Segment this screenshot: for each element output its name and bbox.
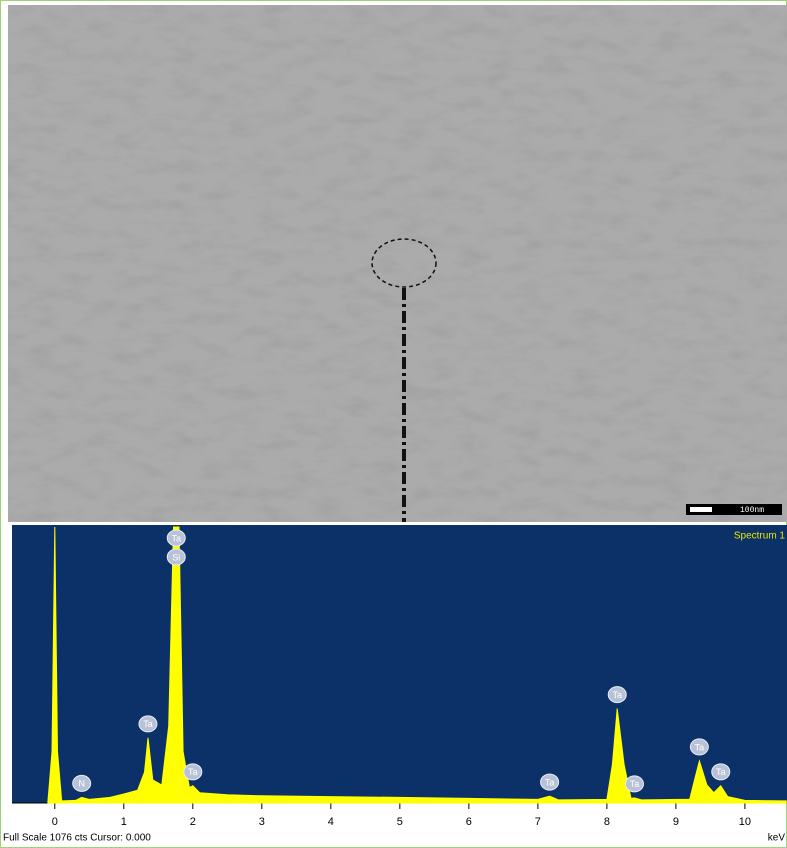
peak-label: Si <box>167 549 185 565</box>
x-tick-label: 10 <box>739 816 751 828</box>
peak-label-text: Ta <box>188 767 198 777</box>
x-tick-label: 0 <box>52 816 58 828</box>
peak-label: Ta <box>139 716 157 732</box>
sem-image: 100nm <box>8 5 787 522</box>
peak-label-text: Ta <box>695 742 705 752</box>
footer: Full Scale 1076 cts Cursor: 0.000 <box>3 833 151 844</box>
x-tick-label: 1 <box>121 816 127 828</box>
peak-label-text: Ta <box>630 779 640 789</box>
scale-bar-label: 100nm <box>740 506 764 515</box>
peak-label: Ta <box>184 764 202 780</box>
figure: 100nm Spectrum 1 keV Full Scale 1076 cts… <box>0 0 787 848</box>
peak-label: Ta <box>712 764 730 780</box>
peak-label-text: Ta <box>171 533 181 543</box>
x-tick-label: 9 <box>673 816 679 828</box>
peak-label: Ta <box>608 687 626 703</box>
x-tick-label: 7 <box>535 816 541 828</box>
sem-texture <box>8 5 787 522</box>
peak-label: Ta <box>690 739 708 755</box>
peak-label-text: Ta <box>143 719 153 729</box>
peak-label-text: N <box>78 779 85 789</box>
x-axis-label: keV <box>768 833 786 844</box>
plot-area <box>12 525 787 803</box>
peak-label: N <box>73 775 91 791</box>
spectrum-title: Spectrum 1 <box>734 531 786 542</box>
x-tick-label: 5 <box>397 816 403 828</box>
peak-label-text: Ta <box>545 777 555 787</box>
page: {"sem_image": {"scale_bar": "100nm"}, "c… <box>0 0 787 848</box>
x-tick-label: 3 <box>259 816 265 828</box>
peak-label-text: Ta <box>612 690 622 700</box>
peak-label-text: Ta <box>716 767 726 777</box>
peak-label: Ta <box>167 530 185 546</box>
x-tick-label: 2 <box>190 816 196 828</box>
peak-label-text: Si <box>172 552 180 562</box>
peak-label: Ta <box>541 774 559 790</box>
x-tick-label: 8 <box>604 816 610 828</box>
x-tick-label: 6 <box>466 816 472 828</box>
scale-bar <box>690 507 712 512</box>
x-tick-label: 4 <box>328 816 334 828</box>
peak-label: Ta <box>625 776 643 792</box>
